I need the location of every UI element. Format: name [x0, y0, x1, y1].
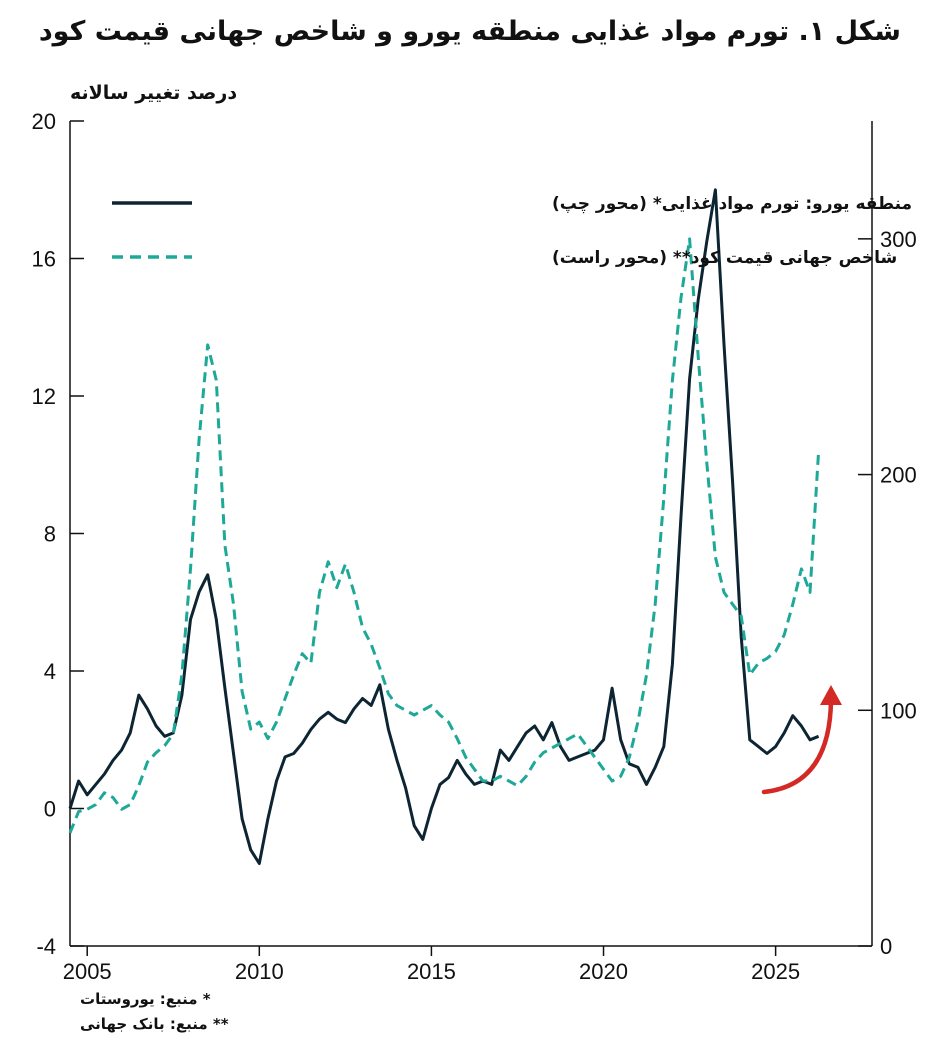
fertilizer-index-line	[68, 237, 821, 834]
right-tick-label: 100	[880, 698, 917, 723]
left-tick-label: 12	[32, 384, 56, 409]
left-tick-label: 4	[44, 659, 56, 684]
left-tick-label: 8	[44, 522, 56, 547]
chart-title: شکل ۱. تورم مواد غذایی منطقه یورو و شاخص…	[38, 16, 901, 47]
series-layer	[68, 188, 821, 865]
right-tick-label: 200	[880, 463, 917, 488]
left-tick-label: 16	[32, 247, 56, 272]
x-tick-label: 2020	[579, 959, 628, 984]
right-tick-label: 300	[880, 227, 917, 252]
source-world-bank: ** منبع: بانک جهانی	[80, 1015, 229, 1033]
source-eurostat: * منبع: یوروستات	[80, 990, 211, 1008]
right-tick-label: 0	[880, 934, 892, 959]
x-tick-label: 2010	[235, 959, 284, 984]
left-tick-label: -4	[36, 934, 56, 959]
x-tick-label: 2025	[751, 959, 800, 984]
x-tick-label: 2015	[407, 959, 456, 984]
left-tick-label: 0	[44, 797, 56, 822]
left-tick-label: 20	[32, 109, 56, 134]
legend-label-food-inflation: منطقه یورو: تورم مواد غذایی* (محور چپ)	[552, 194, 912, 214]
legend-label-fertilizer-index: شاخص جهانی قیمت کود** (محور راست)	[552, 248, 897, 268]
x-tick-label: 2005	[63, 959, 112, 984]
food-inflation-line	[68, 188, 820, 865]
legend: منطقه یورو: تورم مواد غذایی* (محور چپ) ش…	[112, 194, 912, 268]
left-axis-unit-label: درصد تغییر سالانه	[70, 82, 238, 104]
red-rising-arrow-icon	[761, 685, 842, 795]
